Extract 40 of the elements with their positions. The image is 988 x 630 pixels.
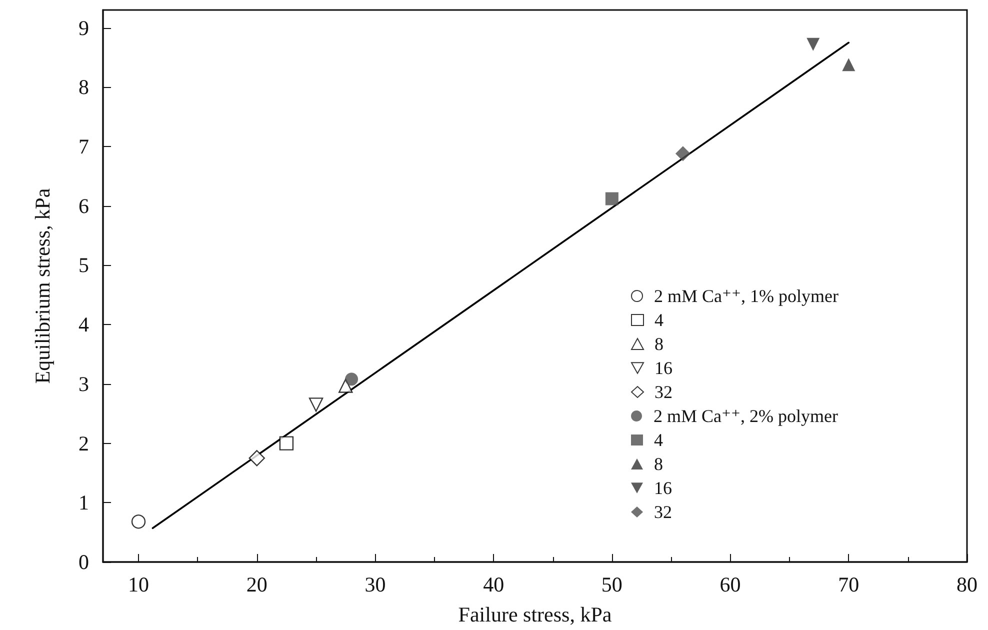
x-tick-label: 10 [128,572,150,596]
legend-label: 8 [654,334,664,354]
point [279,436,294,450]
x-tick-label: 80 [956,572,978,596]
y-tick-label: 7 [78,134,89,159]
point [248,450,265,466]
y-tick-label: 3 [78,372,89,396]
point [605,192,618,206]
y-tick-label: 0 [78,550,89,574]
x-tick-label: 20 [246,572,268,596]
point [338,378,353,393]
x-tick-label: 30 [364,572,386,596]
legend-label: 32 [654,382,672,402]
legend-label: 16 [654,478,672,498]
y-tick-label: 1 [78,490,89,515]
x-tick-label: 60 [720,572,741,596]
point [675,146,690,162]
y-tick-label: 2 [78,431,89,456]
legend-label: 16 [654,358,672,378]
legend-label: 2 mM Ca⁺⁺, 1% polymer [654,286,838,306]
legend-label: 4 [654,310,664,330]
legend-label: 4 [654,430,663,450]
y-tick-label: 5 [78,253,89,278]
y-axis-title: Equilibrium stress, kPa [30,188,54,384]
y-tick-label: 6 [78,194,89,218]
point [806,38,820,51]
x-tick-label: 50 [601,572,622,596]
y-tick-label: 4 [78,312,90,337]
legend-label: 2 mM Ca⁺⁺, 2% polymer [654,406,838,426]
point [345,372,358,386]
legend-label: 32 [654,502,672,522]
legend-label: 8 [654,454,663,474]
x-tick-label: 40 [483,572,504,596]
y-tick-label: 9 [78,16,89,40]
x-axis-title: Failure stress, kPa [458,602,612,626]
point [842,58,856,72]
x-tick-label: 70 [838,572,860,596]
point [131,514,146,529]
point [308,398,324,412]
y-tick-label: 8 [78,75,89,100]
